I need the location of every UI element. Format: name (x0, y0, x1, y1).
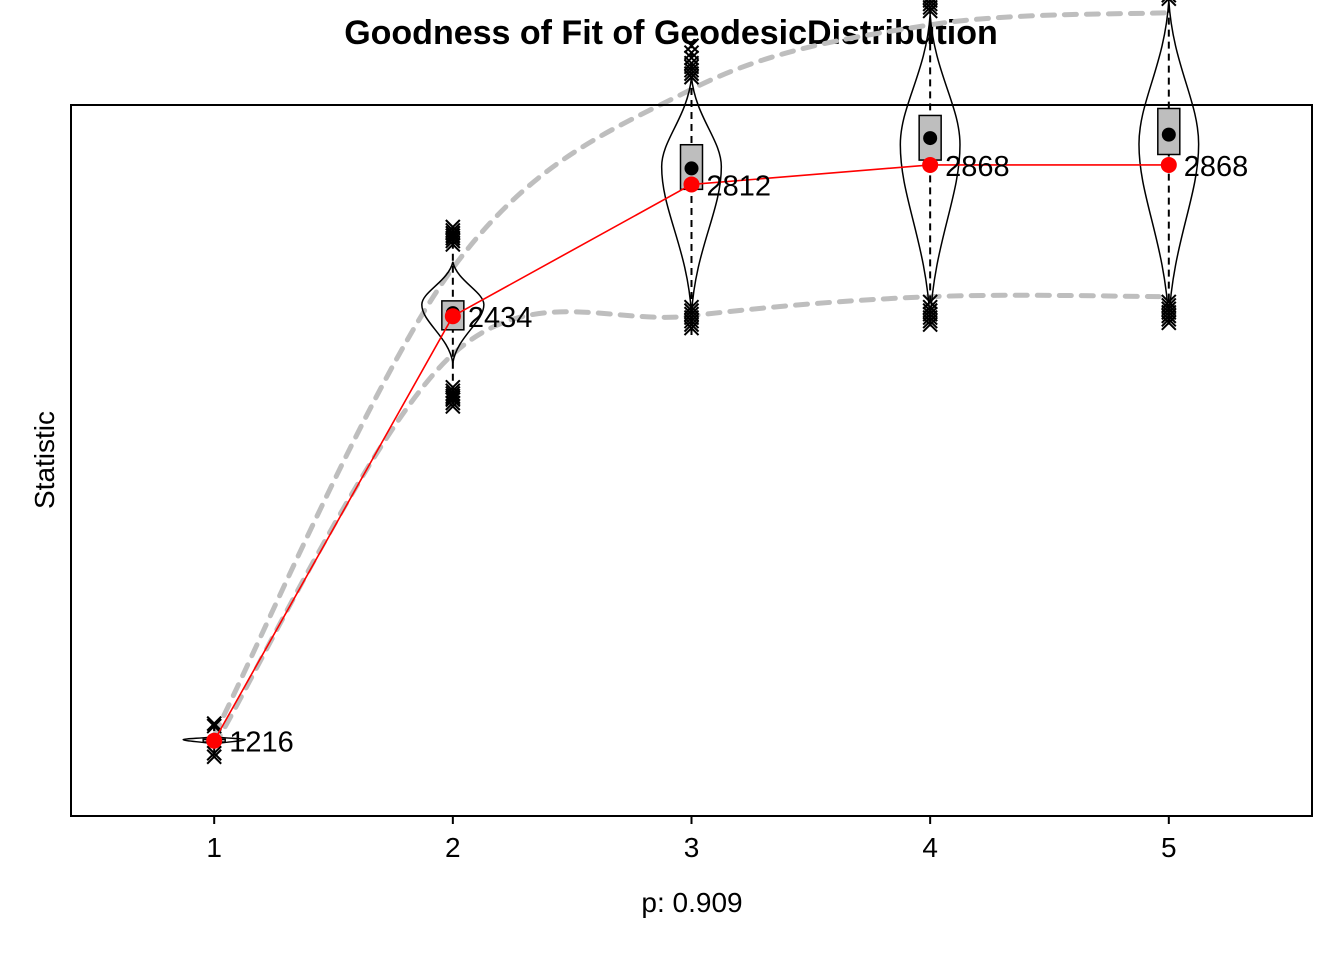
outlier-low-mark (1161, 294, 1177, 310)
outlier-high-mark (206, 715, 222, 732)
outlier-low-mark (922, 299, 938, 315)
x-axis: 1 2 3 4 5 (206, 816, 1177, 863)
outlier-low-mark (1161, 297, 1177, 314)
outlier-low-mark (683, 306, 700, 322)
observed-point (683, 176, 700, 193)
simulation-group-3 (660, 38, 723, 336)
outlier-high-mark (1161, 0, 1177, 7)
outlier-low-mark (445, 379, 461, 396)
mean-point (684, 161, 699, 176)
x-tick-label: 2 (445, 832, 461, 863)
x-tick-label: 3 (684, 832, 700, 863)
outlier-low-mark (922, 294, 938, 310)
chart-title: Goodness of Fit of GeodesicDistribution (344, 14, 998, 52)
outlier-high-mark (922, 0, 938, 9)
observed-value-label: 2812 (707, 170, 772, 202)
outlier-low-mark (206, 745, 222, 761)
observed-value-label: 2868 (945, 151, 1010, 183)
outlier-low-mark (445, 383, 461, 399)
outlier-high-mark (206, 718, 222, 734)
observed-value-label: 1216 (229, 727, 294, 759)
outlier-low-mark (922, 306, 938, 322)
outlier-low-mark (683, 299, 700, 315)
outlier-high-mark (445, 230, 461, 246)
y-axis-label: Statistic (29, 411, 60, 509)
x-tick-label: 4 (922, 832, 938, 863)
outlier-high-mark (683, 50, 700, 66)
outlier-high-mark (683, 38, 700, 54)
violin-outline (1138, 0, 1200, 322)
observed-point (1160, 156, 1177, 173)
x-tick-label: 1 (206, 832, 222, 863)
observed-point (922, 156, 939, 173)
mean-point (1161, 127, 1176, 142)
observed-value-label: 2868 (1184, 151, 1249, 183)
outlier-high-mark (922, 0, 938, 5)
simulation-group-5 (1138, 0, 1200, 331)
mean-point (923, 131, 938, 146)
outlier-high-mark (445, 222, 461, 239)
outlier-high-mark (683, 45, 700, 61)
outlier-low-mark (1161, 301, 1177, 317)
outlier-high-mark (445, 225, 461, 241)
outlier-high-mark (445, 219, 461, 235)
outlier-low-mark (683, 302, 700, 319)
observed-value-label: 2434 (468, 302, 533, 334)
plot-content: 1216 2434 2812 2868 2868 (182, 0, 1249, 765)
observed-point (206, 732, 223, 749)
observed-line (213, 164, 1169, 742)
envelope-lower-line (211, 292, 1172, 749)
outlier-high-mark (683, 62, 700, 78)
outlier-low-mark (206, 749, 222, 765)
outlier-high-mark (922, 0, 938, 12)
x-axis-label: p: 0.909 (641, 887, 742, 918)
x-tick-label: 5 (1161, 832, 1177, 863)
outlier-low-mark (445, 385, 461, 402)
violin-outline (421, 261, 485, 364)
observed-point (444, 308, 461, 325)
envelope-upper-line (211, 10, 1172, 738)
simulation-group-4 (899, 0, 961, 333)
